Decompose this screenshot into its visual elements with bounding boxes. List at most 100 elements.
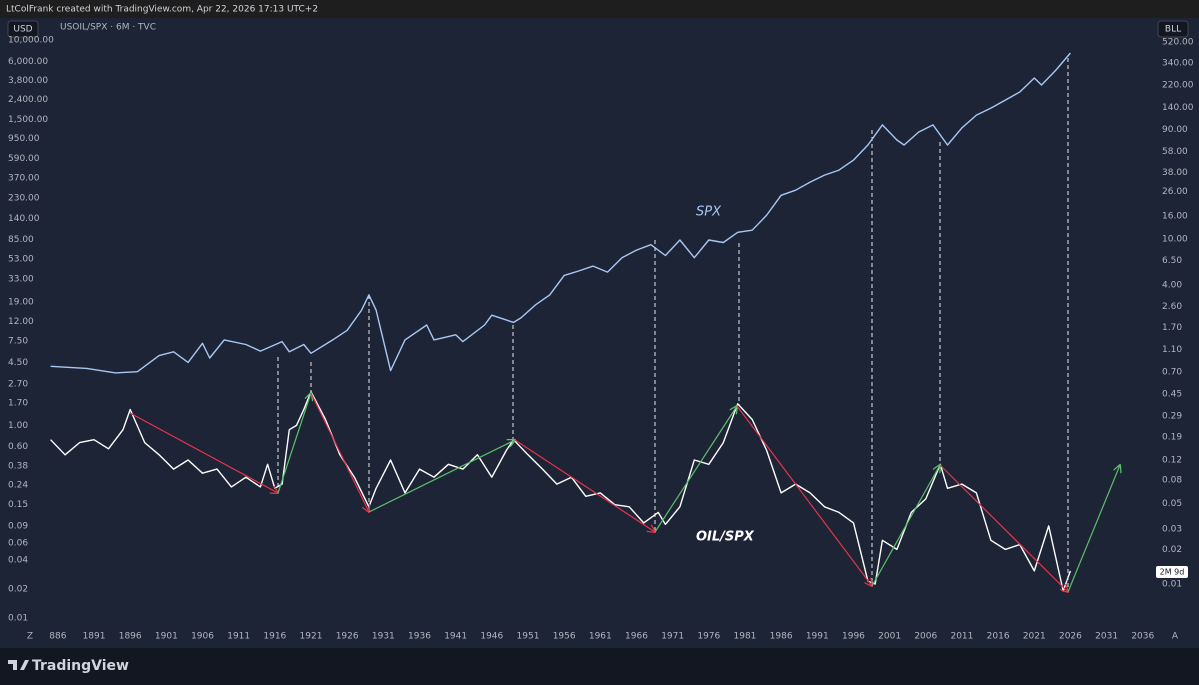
x-tick-label: 1961	[589, 632, 612, 642]
brand: TradingView	[32, 658, 129, 674]
badge: 2M 9d	[1160, 568, 1185, 577]
y-tick-label: 2.70	[8, 379, 28, 389]
x-tick-label: 886	[49, 632, 66, 642]
y2-tick-label: 520.00	[1162, 38, 1194, 48]
x-tick-label: 1906	[191, 632, 214, 642]
corner-right[interactable]: A	[1172, 632, 1179, 642]
y2-tick-label: 1.10	[1162, 345, 1182, 355]
x-tick-label: 2036	[1131, 632, 1154, 642]
x-tick-label: 1951	[517, 632, 540, 642]
x-tick-label: 1986	[770, 632, 793, 642]
y-tick-label: 0.24	[8, 481, 28, 491]
x-tick-label: 2011	[950, 632, 973, 642]
x-tick-label: 1991	[806, 632, 829, 642]
y-tick-label: 4.50	[8, 358, 28, 368]
series-label: SPX	[696, 205, 722, 220]
series-line	[50, 52, 1071, 374]
y2-tick-label: 90.00	[1162, 125, 1188, 135]
x-tick-label: 1936	[408, 632, 431, 642]
top-bar	[0, 0, 1199, 18]
y-tick-label: 7.50	[8, 337, 28, 347]
y2-tick-label: 220.00	[1162, 80, 1194, 90]
y-tick-label: 140.00	[8, 214, 40, 224]
series-line	[50, 391, 1072, 592]
y-tick-label: 2,400.00	[8, 95, 48, 105]
y-tick-label: 0.01	[8, 614, 28, 624]
currency[interactable]: USD	[13, 25, 32, 35]
header-note: LtColFrank created with TradingView.com,…	[6, 5, 318, 15]
trend-arrows	[129, 393, 1120, 592]
y2-tick-label: 0.70	[1162, 367, 1182, 377]
y2-tick-label: 38.00	[1162, 168, 1188, 178]
y-tick-label: 1.70	[8, 399, 28, 409]
x-tick-label: 2026	[1059, 632, 1082, 642]
x-tick-label: 2021	[1023, 632, 1046, 642]
y2-tick-label: 2.60	[1162, 302, 1182, 312]
x-tick-label: 2016	[987, 632, 1010, 642]
x-tick-label: 1966	[625, 632, 648, 642]
y-tick-label: 0.38	[8, 461, 28, 471]
y2-tick-label: 16.00	[1162, 211, 1188, 221]
y-tick-label: 53.00	[8, 255, 34, 265]
y-tick-label: 1,500.00	[8, 115, 48, 125]
y2-tick-label: 58.00	[1162, 147, 1188, 157]
y-tick-label: 33.00	[8, 275, 34, 285]
x-tick-label: 1921	[300, 632, 323, 642]
y-tick-label: 0.02	[8, 585, 28, 595]
y-tick-label: 0.09	[8, 522, 28, 532]
y-tick-label: 1.00	[8, 421, 28, 431]
y2-tick-label: 0.29	[1162, 411, 1182, 421]
y-tick-label: 230.00	[8, 193, 40, 203]
x-tick-label: 1956	[553, 632, 576, 642]
x-tick-label: 2031	[1095, 632, 1118, 642]
y2-tick-label: 340.00	[1162, 59, 1194, 69]
y-tick-label: 0.06	[8, 539, 28, 549]
y2-tick-label: 1.70	[1162, 323, 1182, 333]
x-tick-label: 1926	[336, 632, 359, 642]
y-tick-label: 0.60	[8, 442, 28, 452]
series-label: OIL/SPX	[696, 530, 755, 545]
chart-bg	[0, 18, 1199, 648]
x-tick-label: 1981	[734, 632, 757, 642]
y-tick-label: 0.04	[8, 556, 28, 566]
right-label[interactable]: BLL	[1165, 25, 1181, 35]
y2-tick-label: 0.01	[1162, 580, 1182, 590]
x-tick-label: 1946	[480, 632, 503, 642]
y-tick-label: 85.00	[8, 235, 34, 245]
x-tick-label: 2001	[878, 632, 901, 642]
x-tick-label: 1941	[444, 632, 467, 642]
y2-tick-label: 0.12	[1162, 455, 1182, 465]
y-tick-label: 3,800.00	[8, 76, 48, 86]
y2-tick-label: 140.00	[1162, 103, 1194, 113]
x-tick-label: 1891	[83, 632, 106, 642]
x-tick-label: 1901	[155, 632, 178, 642]
y-tick-label: 19.00	[8, 298, 34, 308]
y-tick-label: 10,000.00	[8, 36, 54, 46]
y2-tick-label: 4.00	[1162, 280, 1182, 290]
y2-tick-label: 10.00	[1162, 235, 1188, 245]
chart-title: USOIL/SPX · 6M · TVC	[60, 23, 156, 33]
right-label-box[interactable]	[1157, 20, 1189, 38]
corner-left[interactable]: Z	[27, 632, 33, 642]
x-tick-label: 1931	[372, 632, 395, 642]
x-tick-label: 1971	[661, 632, 684, 642]
y-tick-label: 590.00	[8, 154, 40, 164]
x-tick-label: 1911	[227, 632, 250, 642]
dashed-lines	[277, 58, 1069, 590]
badge-box	[1156, 566, 1188, 578]
y-tick-label: 12.00	[8, 317, 34, 327]
y2-tick-label: 0.08	[1162, 476, 1182, 486]
y2-tick-label: 6.50	[1162, 256, 1182, 266]
x-tick-label: 1996	[842, 632, 865, 642]
y2-tick-label: 0.02	[1162, 545, 1182, 555]
y-tick-label: 6,000.00	[8, 57, 48, 67]
y-tick-label: 370.00	[8, 173, 40, 183]
currency-box[interactable]	[7, 20, 39, 38]
y2-tick-label: 0.45	[1162, 389, 1182, 399]
x-tick-label: 1916	[263, 632, 286, 642]
x-tick-label: 2006	[914, 632, 937, 642]
x-tick-label: 1896	[119, 632, 142, 642]
y2-tick-label: 0.19	[1162, 433, 1182, 443]
y2-tick-label: 26.00	[1162, 187, 1188, 197]
